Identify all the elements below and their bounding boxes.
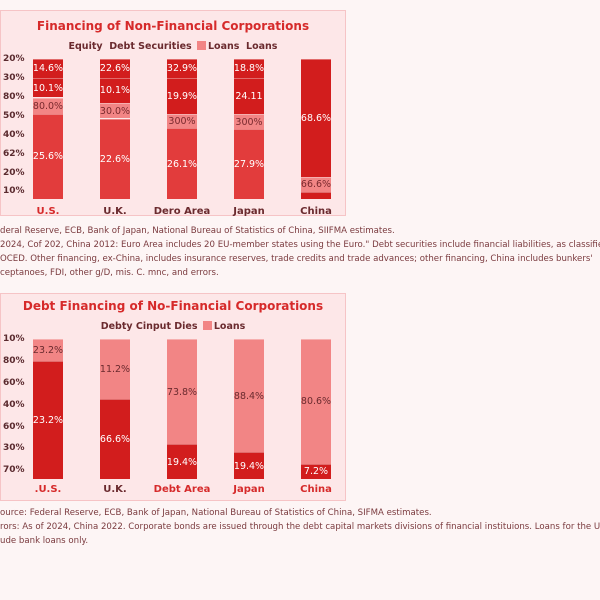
y-tick-label: 20% — [3, 167, 25, 178]
x-tick-label: .U.S. — [34, 484, 62, 495]
bar-segment: 73.8% — [167, 339, 197, 444]
y-tick-label: 80% — [3, 91, 25, 102]
legend-item: Loans — [208, 41, 240, 52]
x-tick-label: U.S. — [36, 206, 60, 217]
bar-segment: 22.6% — [100, 118, 130, 199]
x-tick-label: China — [300, 484, 332, 495]
bar: 14.6% 10.1% 80.0% 25.6% — [33, 59, 63, 199]
bar: 68.6% 66.6% — [301, 59, 331, 199]
chart-panel-2: Debt Financing of No-Financial Corporati… — [0, 293, 346, 501]
bar-segment: 68.6% — [301, 59, 331, 177]
legend-swatch — [197, 41, 206, 50]
bar: 23.2% 23.2% — [33, 339, 63, 479]
y-tick-label: 70% — [3, 465, 25, 476]
bar-segment: 66.6% — [100, 399, 130, 479]
chart-title: Financing of Non-Financial Corporations — [36, 19, 310, 33]
bar: 88.4% 19.4% — [234, 339, 264, 479]
bar-segment: 11.2% — [100, 339, 130, 400]
y-tick-label: 50% — [3, 110, 25, 121]
bar: 18.8% 24.11 300% 27.9% — [234, 59, 264, 199]
bar-segment: 10.1% — [100, 77, 130, 104]
y-tick-label: 30% — [3, 72, 25, 83]
footnote-line: ude bank loans only. — [0, 536, 89, 546]
y-tick-label: 10% — [3, 334, 25, 344]
bar: 11.2% 66.6% — [100, 339, 130, 479]
bar: 73.8% 19.4% — [167, 339, 197, 479]
y-tick-label: 62% — [3, 148, 25, 159]
x-tick-label: China — [300, 206, 332, 217]
footnote-line: rors: As of 2024, China 2022. Corporate … — [0, 522, 600, 532]
y-tick-label: 20% — [3, 54, 25, 64]
x-tick-label: Debt Area — [153, 484, 211, 495]
bar-segment: 14.6% — [33, 59, 63, 78]
footnote-line: 2024, Cof 202, China 2012: Euro Area inc… — [0, 240, 600, 250]
bar-segment: 66.6% — [301, 176, 331, 192]
y-tick-label: 10% — [3, 186, 25, 197]
legend-swatch — [202, 321, 212, 330]
x-tick-label: Japan — [233, 484, 265, 495]
y-tick-label: 80% — [3, 355, 25, 366]
legend-item: Debt Securities — [109, 41, 192, 52]
legend-item: Loans — [246, 41, 278, 52]
bar-segment: 7.2% — [301, 463, 331, 479]
bar-segment: 25.6% — [33, 113, 63, 199]
bar-segment: 26.1% — [167, 128, 197, 199]
y-tick-label: 60% — [3, 421, 25, 432]
bar-segment — [301, 192, 331, 199]
bar-segment: 23.2% — [33, 339, 63, 362]
bar-segment: 27.9% — [234, 129, 264, 199]
y-tick-label: 60% — [3, 377, 25, 388]
legend-item: Loans — [213, 321, 246, 332]
x-tick-label: U.K. — [103, 484, 127, 495]
bar-segment: 300% — [234, 114, 264, 129]
bar-segment: 300% — [167, 114, 197, 129]
bar-segment: 24.11 — [234, 77, 264, 115]
footnote-line: deral Reserve, ECB, Bank of Japan, Natio… — [0, 226, 395, 236]
chart-panel-1: Financing of Non-Financial Corporations … — [0, 10, 346, 217]
bar-segment: 80.0% — [33, 97, 63, 114]
bar-segment: 30.0% — [100, 103, 130, 119]
x-tick-label: U.K. — [103, 206, 127, 217]
legend: Debty Cinput Dies Loans — [1, 321, 345, 332]
bar: 22.6% 10.1% 30.0% 22.6% — [100, 59, 130, 199]
legend-item: Equity — [68, 41, 103, 52]
y-tick-label: 40% — [3, 129, 25, 140]
bar-segment: 32.9% — [167, 59, 197, 78]
legend: Equity Debt Securities Loans Loans — [1, 41, 345, 52]
footnote-line: OCED. Other financing, ex-China, include… — [0, 254, 593, 264]
bar-segment: 19.9% — [167, 77, 197, 115]
bar-segment: 19.4% — [167, 444, 197, 479]
x-tick-label: Dero Area — [153, 206, 211, 217]
bar-segment: 19.4% — [234, 452, 264, 479]
bar-segment: 88.4% — [234, 339, 264, 453]
bar-segment: 10.1% — [33, 77, 63, 98]
bar-segment: 22.6% — [100, 59, 130, 78]
chart-title: Debt Financing of No-Financial Corporati… — [22, 299, 324, 313]
bar: 32.9% 19.9% 300% 26.1% — [167, 59, 197, 199]
legend-item: Debty Cinput Dies — [100, 321, 198, 332]
bar-segment: 80.6% — [301, 339, 331, 464]
bar-segment: 18.8% — [234, 59, 264, 78]
footnote-line: ource: Federal Reserve, ECB, Bank of Jap… — [0, 508, 432, 518]
footnote-line: ceptanoes, FDI, other g/D, mis. C. mnc, … — [0, 268, 219, 278]
y-tick-label: 30% — [3, 443, 25, 454]
x-tick-label: Japan — [233, 206, 265, 217]
bar-segment: 23.2% — [33, 361, 63, 479]
y-tick-label: 40% — [3, 399, 25, 410]
bar: 80.6% 7.2% — [301, 339, 331, 479]
